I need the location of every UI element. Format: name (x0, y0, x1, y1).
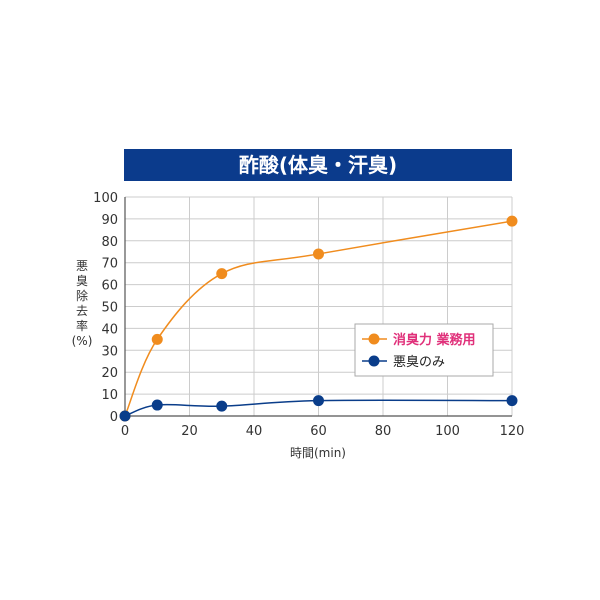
y-axis-title-line: 率 (76, 318, 88, 333)
y-tick-label: 10 (101, 388, 118, 403)
data-point (506, 215, 518, 227)
data-point (313, 395, 324, 407)
x-tick-labels: 0 20 40 60 80 100 120 (121, 424, 525, 439)
grid (124, 196, 513, 417)
x-axis-title: 時間(min) (290, 446, 346, 460)
legend-label-series-2: 悪臭のみ (393, 355, 445, 370)
y-axis-title-line: 臭 (76, 273, 88, 288)
y-tick-labels: 0 10 20 30 40 50 60 70 80 90 100 (93, 191, 118, 425)
y-axis-title-line: 除 (76, 288, 88, 303)
y-tick-label: 80 (101, 235, 118, 250)
y-axis-title-line: (%) (72, 334, 93, 348)
y-axis-title-line: 悪 (76, 259, 88, 273)
legend-label-series-1: 消臭力 業務用 (393, 332, 476, 348)
data-point (506, 395, 518, 407)
x-tick-label: 0 (121, 424, 129, 439)
data-point (151, 399, 163, 411)
data-point (119, 410, 131, 422)
title-banner (124, 149, 512, 181)
y-tick-label: 30 (101, 344, 118, 359)
series-layer (119, 215, 518, 422)
y-tick-label: 50 (101, 301, 118, 316)
legend-marker-series-2 (368, 355, 380, 367)
x-tick-label: 80 (375, 424, 392, 439)
x-tick-label: 100 (435, 424, 460, 439)
data-point (216, 268, 228, 280)
y-tick-label: 20 (101, 366, 118, 381)
series-line-1 (124, 220, 513, 417)
legend: 消臭力 業務用 悪臭のみ (354, 323, 494, 377)
y-axis-title: 悪 臭 除 去 率 (%) (72, 259, 93, 348)
y-tick-label: 40 (101, 322, 118, 337)
y-tick-label: 100 (93, 191, 118, 206)
y-tick-label: 70 (101, 257, 118, 272)
legend-box (354, 323, 494, 377)
x-tick-label: 60 (310, 424, 327, 439)
x-tick-label: 20 (181, 424, 198, 439)
y-tick-label: 0 (110, 410, 118, 425)
y-tick-label: 60 (101, 279, 118, 294)
data-point (151, 333, 163, 345)
series-2 (119, 395, 518, 422)
legend-marker-series-1 (368, 333, 380, 345)
chart-title: 酢酸(体臭・汗臭) (239, 153, 397, 177)
x-tick-label: 40 (246, 424, 263, 439)
y-axis-title-line: 去 (76, 304, 88, 318)
axes (124, 197, 512, 417)
x-tick-label: 120 (500, 424, 525, 439)
y-tick-label: 90 (101, 213, 118, 228)
data-point (216, 400, 228, 412)
data-point (313, 248, 324, 260)
